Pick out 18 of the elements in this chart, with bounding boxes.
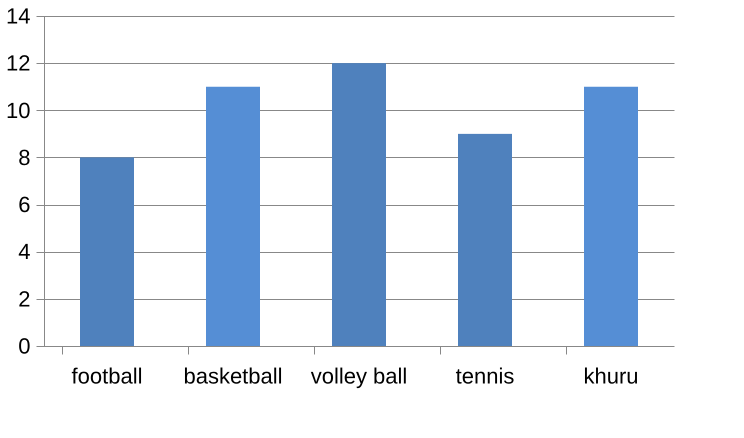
y-tick-label: 8 xyxy=(18,144,30,170)
bar xyxy=(206,86,260,346)
x-tick-label: tennis xyxy=(456,364,514,388)
y-tick-label: 6 xyxy=(18,192,30,218)
y-tick-label: 12 xyxy=(6,50,30,76)
y-tick-label: 10 xyxy=(6,98,30,123)
bar xyxy=(584,86,638,346)
y-tick-label: 4 xyxy=(18,239,30,264)
x-tick-label: football xyxy=(72,364,142,388)
bar xyxy=(80,157,134,346)
x-tick-label: khuru xyxy=(583,364,639,388)
y-tick-label: 2 xyxy=(18,286,30,312)
y-tick-label: 0 xyxy=(18,334,30,358)
bar xyxy=(332,63,386,346)
bar xyxy=(458,134,512,346)
y-tick-label: 14 xyxy=(6,4,30,28)
x-tick-label: basketball xyxy=(183,364,283,388)
x-tick-label: volley ball xyxy=(310,364,408,388)
